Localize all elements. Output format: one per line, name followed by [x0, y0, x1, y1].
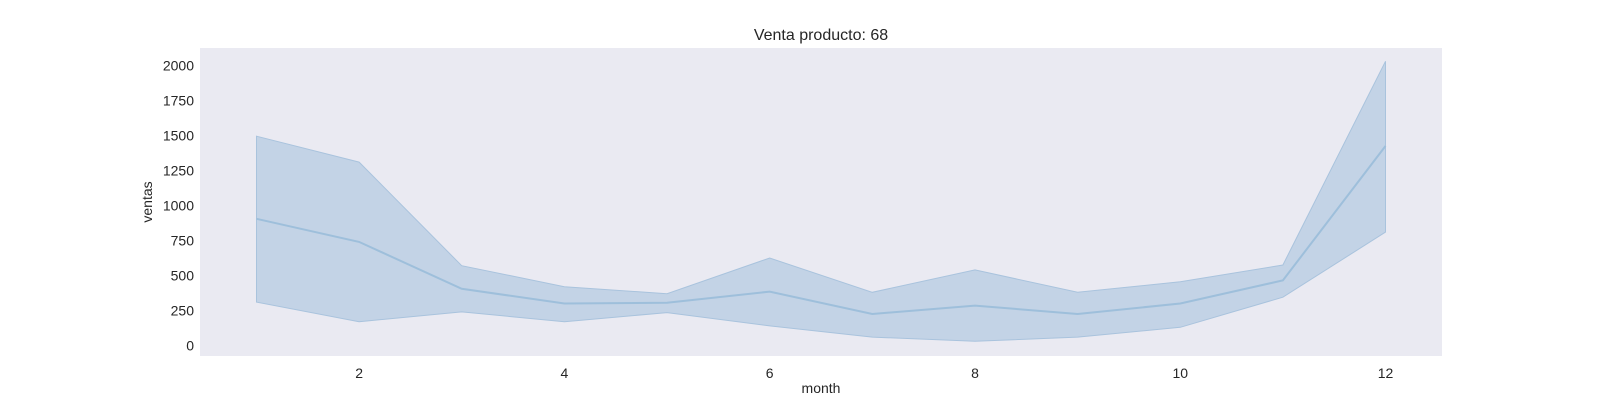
y-axis-ticks: 0 250 500 750 1000 1250 1500 1750 2000 [163, 58, 194, 354]
y-tick-label: 250 [171, 303, 195, 319]
y-tick-label: 750 [171, 233, 195, 249]
x-tick-label: 4 [560, 365, 568, 381]
x-axis-label: month [802, 380, 841, 396]
x-tick-label: 10 [1172, 365, 1188, 381]
confidence-band [256, 61, 1386, 342]
x-tick-label: 8 [971, 365, 979, 381]
x-tick-label: 2 [355, 365, 363, 381]
y-tick-label: 0 [186, 338, 194, 354]
x-tick-label: 6 [766, 365, 774, 381]
y-tick-label: 1500 [163, 128, 194, 144]
x-axis-ticks: 2 4 6 8 10 12 [355, 365, 1393, 381]
confidence-band-layer [256, 61, 1386, 342]
y-tick-label: 1250 [163, 163, 194, 179]
y-tick-label: 500 [171, 268, 195, 284]
chart-title: Venta producto: 68 [754, 27, 888, 44]
y-tick-label: 1000 [163, 198, 194, 214]
y-tick-label: 1750 [163, 93, 194, 109]
series-line-layer [256, 145, 1387, 316]
y-axis-label: ventas [139, 181, 155, 222]
x-tick-label: 12 [1378, 365, 1394, 381]
series-line [256, 145, 1387, 316]
y-tick-label: 2000 [163, 58, 194, 74]
